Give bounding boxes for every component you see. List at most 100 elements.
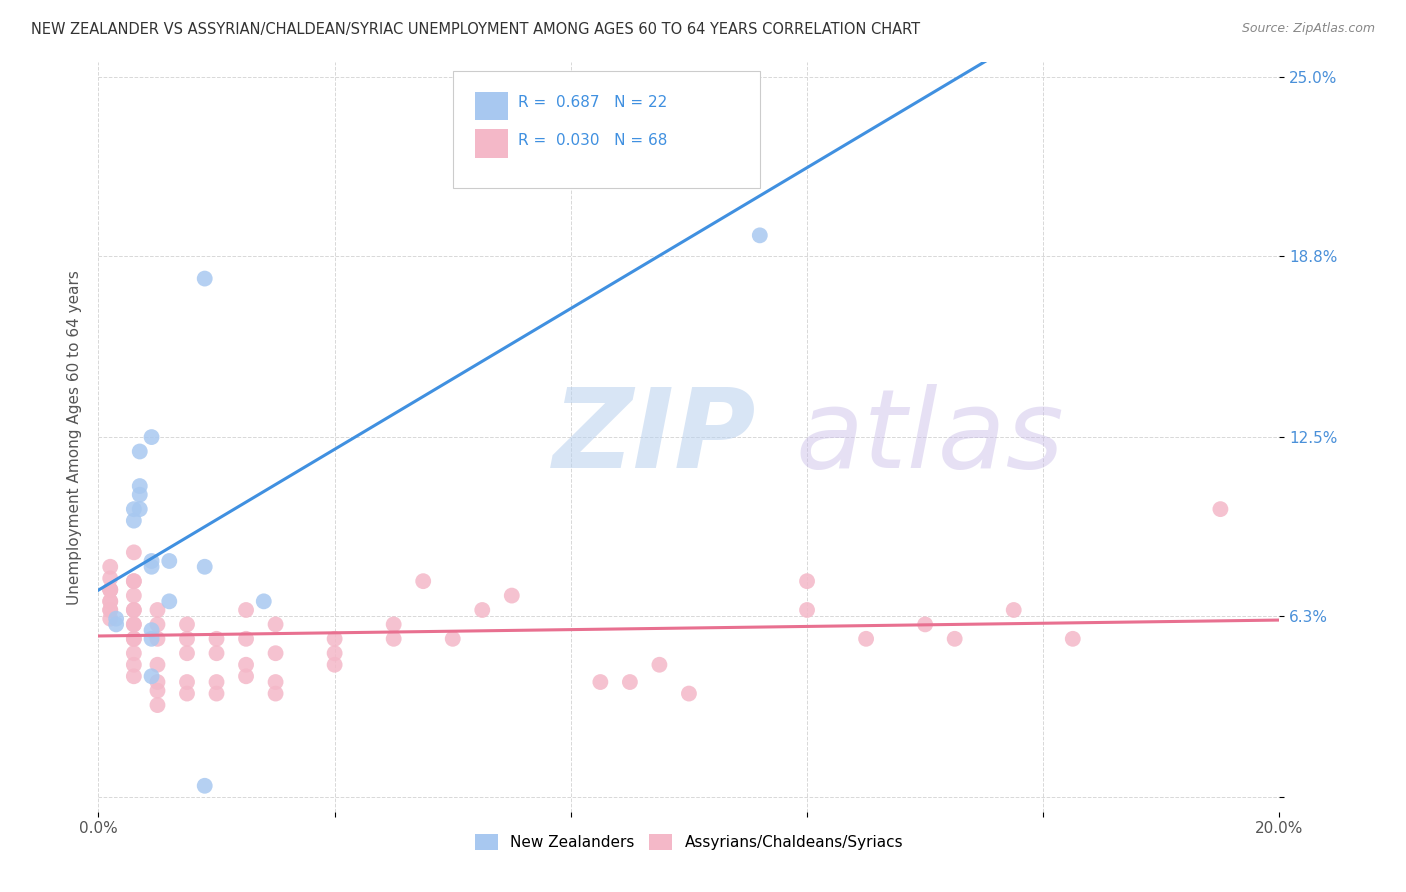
Point	[122, 502, 145, 516]
Point	[122, 669, 145, 683]
Text: NEW ZEALANDER VS ASSYRIAN/CHALDEAN/SYRIAC UNEMPLOYMENT AMONG AGES 60 TO 64 YEARS: NEW ZEALANDER VS ASSYRIAN/CHALDEAN/SYRIA…	[31, 22, 920, 37]
Point	[194, 779, 217, 793]
Point	[122, 545, 145, 559]
Point	[194, 271, 217, 285]
Point	[235, 669, 257, 683]
Point	[205, 632, 228, 646]
Point	[323, 632, 346, 646]
Point	[235, 603, 257, 617]
Point	[412, 574, 434, 589]
Point	[264, 646, 287, 660]
Point	[176, 687, 198, 701]
Point	[382, 632, 405, 646]
Point	[122, 657, 145, 672]
FancyBboxPatch shape	[475, 92, 508, 120]
Point	[205, 646, 228, 660]
Point	[122, 514, 145, 528]
Point	[666, 156, 689, 170]
Point	[98, 594, 121, 608]
Point	[141, 632, 163, 646]
Point	[146, 657, 169, 672]
Point	[122, 574, 145, 589]
Point	[141, 559, 163, 574]
Point	[128, 444, 150, 458]
Point	[141, 623, 163, 637]
Point	[98, 612, 121, 626]
Point	[122, 646, 145, 660]
Point	[235, 657, 257, 672]
Point	[128, 488, 150, 502]
Point	[122, 603, 145, 617]
Point	[122, 617, 145, 632]
Point	[146, 632, 169, 646]
Point	[176, 617, 198, 632]
Point	[146, 698, 169, 712]
FancyBboxPatch shape	[453, 71, 759, 187]
Point	[128, 502, 150, 516]
Point	[441, 632, 464, 646]
Point	[235, 632, 257, 646]
Point	[122, 589, 145, 603]
Point	[157, 594, 180, 608]
Point	[98, 603, 121, 617]
Point	[264, 687, 287, 701]
Point	[678, 687, 700, 701]
Point	[589, 675, 612, 690]
Point	[157, 554, 180, 568]
Point	[146, 675, 169, 690]
Point	[471, 603, 494, 617]
Point	[98, 603, 121, 617]
Point	[648, 657, 671, 672]
Point	[1209, 502, 1232, 516]
Point	[122, 603, 145, 617]
Point	[122, 632, 145, 646]
Point	[122, 632, 145, 646]
Point	[619, 675, 641, 690]
Point	[205, 687, 228, 701]
Point	[98, 571, 121, 585]
Point	[176, 632, 198, 646]
Legend: New Zealanders, Assyrians/Chaldeans/Syriacs: New Zealanders, Assyrians/Chaldeans/Syri…	[468, 829, 910, 856]
Point	[914, 617, 936, 632]
Point	[98, 582, 121, 597]
Point	[98, 582, 121, 597]
Text: atlas: atlas	[796, 384, 1064, 491]
Point	[796, 574, 818, 589]
Point	[205, 675, 228, 690]
Point	[855, 632, 877, 646]
Point	[141, 554, 163, 568]
Point	[141, 430, 163, 444]
Point	[141, 669, 163, 683]
Y-axis label: Unemployment Among Ages 60 to 64 years: Unemployment Among Ages 60 to 64 years	[66, 269, 82, 605]
Point	[501, 589, 523, 603]
Point	[1002, 603, 1025, 617]
Point	[176, 646, 198, 660]
Point	[264, 675, 287, 690]
Point	[98, 582, 121, 597]
Text: R =  0.687   N = 22: R = 0.687 N = 22	[517, 95, 666, 111]
Point	[796, 603, 818, 617]
Point	[253, 594, 276, 608]
FancyBboxPatch shape	[475, 129, 508, 158]
Point	[105, 617, 128, 632]
Point	[98, 594, 121, 608]
Point	[105, 612, 128, 626]
Point	[1062, 632, 1084, 646]
Text: ZIP: ZIP	[553, 384, 756, 491]
Text: R =  0.030   N = 68: R = 0.030 N = 68	[517, 133, 666, 148]
Point	[122, 574, 145, 589]
Point	[748, 228, 770, 243]
Point	[176, 675, 198, 690]
Point	[194, 559, 217, 574]
Point	[146, 603, 169, 617]
Point	[98, 559, 121, 574]
Point	[323, 657, 346, 672]
Point	[146, 617, 169, 632]
Point	[122, 617, 145, 632]
Text: Source: ZipAtlas.com: Source: ZipAtlas.com	[1241, 22, 1375, 36]
Point	[382, 617, 405, 632]
Point	[264, 617, 287, 632]
Point	[323, 646, 346, 660]
Point	[943, 632, 966, 646]
Point	[128, 479, 150, 493]
